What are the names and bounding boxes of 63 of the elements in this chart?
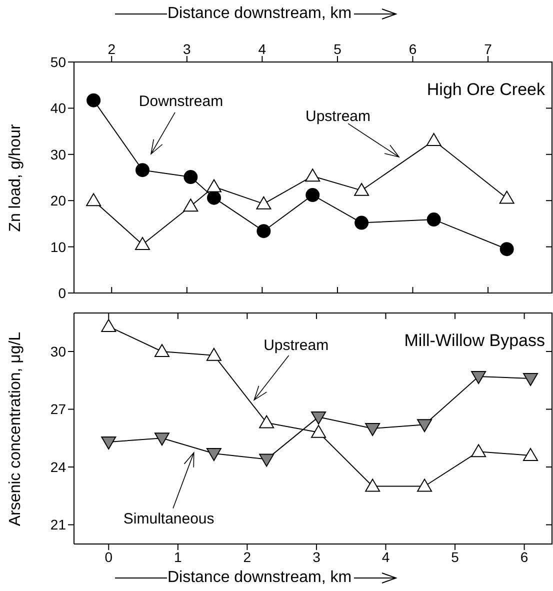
point <box>101 436 116 450</box>
x-tick-label: 3 <box>183 41 192 57</box>
annotation: Upstream <box>264 336 329 354</box>
x-tick-label: 1 <box>174 548 182 565</box>
point <box>311 411 326 424</box>
y-tick-label: 20 <box>50 192 66 209</box>
x-tick-label: 2 <box>108 41 116 57</box>
y-axis-title: Arsenic concentration, μg/L <box>7 331 25 526</box>
y-tick-label: 0 <box>58 284 66 301</box>
x-tick-label: 6 <box>408 41 417 57</box>
annotation: Upstream <box>305 108 371 125</box>
x-axis-title: Distance downstream, km <box>167 5 352 23</box>
y-tick-label: 50 <box>50 54 66 70</box>
x-tick-label: 4 <box>382 548 390 565</box>
point <box>354 216 369 230</box>
x-tick-label: 5 <box>451 548 460 565</box>
point <box>523 372 538 386</box>
point <box>206 448 222 462</box>
text: Mill-Willow Bypass <box>404 331 545 351</box>
point <box>500 242 514 256</box>
point <box>417 419 432 432</box>
text: High Ore Creek <box>426 80 545 100</box>
point <box>259 454 274 467</box>
annotation: Downstream <box>138 92 224 110</box>
x-tick-label: 6 <box>520 548 528 565</box>
y-tick-label: 27 <box>50 401 66 418</box>
point <box>136 163 150 178</box>
point <box>154 344 170 357</box>
point <box>86 93 101 108</box>
x-tick-label: 4 <box>258 41 266 57</box>
y-tick-label: 30 <box>50 146 66 162</box>
point <box>206 348 222 361</box>
point <box>184 170 198 184</box>
point <box>256 224 271 238</box>
point <box>354 182 370 196</box>
x-tick-label: 3 <box>312 548 321 565</box>
point <box>305 168 320 182</box>
point <box>154 432 170 446</box>
y-axis-title: Zn load, g/hour <box>7 124 25 232</box>
x-tick-label: 5 <box>334 41 342 57</box>
y-tick-label: 10 <box>50 238 66 255</box>
annotation: Simultaneous <box>123 510 214 528</box>
point <box>183 198 198 212</box>
y-tick-label: 24 <box>50 458 66 475</box>
point <box>426 212 441 227</box>
point <box>206 179 222 192</box>
x-tick-label: 2 <box>243 548 252 565</box>
point <box>306 188 320 202</box>
y-tick-label: 21 <box>50 516 66 533</box>
point <box>426 133 442 146</box>
point <box>101 318 116 332</box>
point <box>207 190 222 205</box>
x-tick-label: 0 <box>104 548 113 565</box>
y-tick-label: 30 <box>50 343 66 360</box>
point <box>86 193 102 206</box>
x-tick-label: 7 <box>484 41 492 57</box>
point <box>135 236 150 250</box>
point <box>365 423 380 436</box>
point <box>256 196 272 210</box>
x-axis-title: Distance downstream, km <box>167 569 352 587</box>
y-tick-label: 40 <box>50 100 66 116</box>
point <box>471 371 486 384</box>
point <box>499 190 514 204</box>
